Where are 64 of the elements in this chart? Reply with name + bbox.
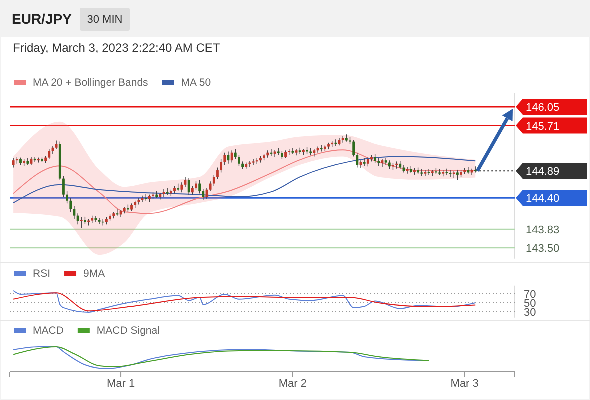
text: Friday, March 3, 2023 2:22:40 AM CET — [13, 41, 221, 55]
candlestick — [378, 158, 380, 166]
candlestick — [467, 166, 470, 174]
candlestick — [162, 188, 166, 198]
candlestick — [66, 191, 69, 204]
candlestick — [363, 158, 366, 166]
x-tick-label: Mar 3 — [450, 378, 479, 390]
legend-label: MACD — [33, 325, 64, 337]
candlestick — [180, 182, 184, 193]
candlestick — [166, 188, 169, 196]
candlestick — [70, 198, 72, 212]
candlestick — [216, 167, 219, 180]
candlestick — [374, 154, 377, 164]
candlestick — [116, 208, 119, 216]
y-tick-label: 30 — [524, 307, 536, 319]
y-tick-label: 70 — [524, 289, 536, 301]
candlestick — [188, 178, 190, 196]
x-tick-label: Mar 1 — [106, 378, 136, 390]
candlestick — [62, 176, 65, 198]
chart-subtitle: 30 MIN — [87, 14, 123, 26]
candlestick — [274, 150, 276, 158]
candlestick — [80, 217, 83, 228]
candlestick — [198, 180, 202, 194]
candlestick — [12, 158, 15, 168]
candlestick — [144, 194, 148, 202]
candlestick — [202, 188, 205, 201]
legend-label: MA 20 + Bollinger Bands — [33, 77, 148, 89]
legend-label: MACD Signal — [96, 325, 160, 337]
candlestick — [159, 192, 162, 200]
candlestick — [424, 170, 427, 176]
legend-label: 9MA — [84, 268, 106, 280]
candlestick — [406, 166, 409, 174]
ref-line-label: 145.71 — [526, 120, 560, 133]
candlestick — [212, 174, 216, 186]
ref-line-label: 143.50 — [526, 242, 560, 255]
candlestick — [334, 139, 338, 147]
ref-line-label: 144.40 — [526, 193, 560, 206]
candlestick — [224, 152, 226, 166]
legend-label: RSI — [33, 268, 51, 280]
candlestick — [356, 152, 359, 168]
candlestick — [238, 154, 240, 166]
candlestick — [230, 150, 234, 164]
y-tick-label: 50 — [524, 298, 536, 310]
candlestick — [48, 149, 51, 160]
candlestick — [428, 169, 430, 176]
candlestick — [366, 156, 370, 168]
candlestick — [456, 170, 459, 181]
candlestick — [138, 198, 140, 206]
candlestick — [320, 144, 323, 152]
candlestick — [342, 136, 344, 144]
ref-line-label: 144.89 — [526, 166, 560, 178]
ref-line-label: 143.83 — [526, 224, 560, 237]
candlestick — [292, 148, 294, 155]
candlestick — [220, 159, 223, 174]
candlestick — [98, 218, 101, 224]
candlestick — [252, 159, 255, 166]
x-tick-label: Mar 2 — [278, 378, 308, 390]
candlestick — [209, 181, 212, 192]
candlestick — [352, 140, 356, 158]
chart-title: EUR/JPY — [12, 11, 73, 27]
legend-label: MA 50 — [181, 77, 212, 89]
candlestick — [446, 168, 448, 176]
ref-line-label: 146.05 — [526, 102, 560, 114]
candlestick — [234, 149, 237, 160]
